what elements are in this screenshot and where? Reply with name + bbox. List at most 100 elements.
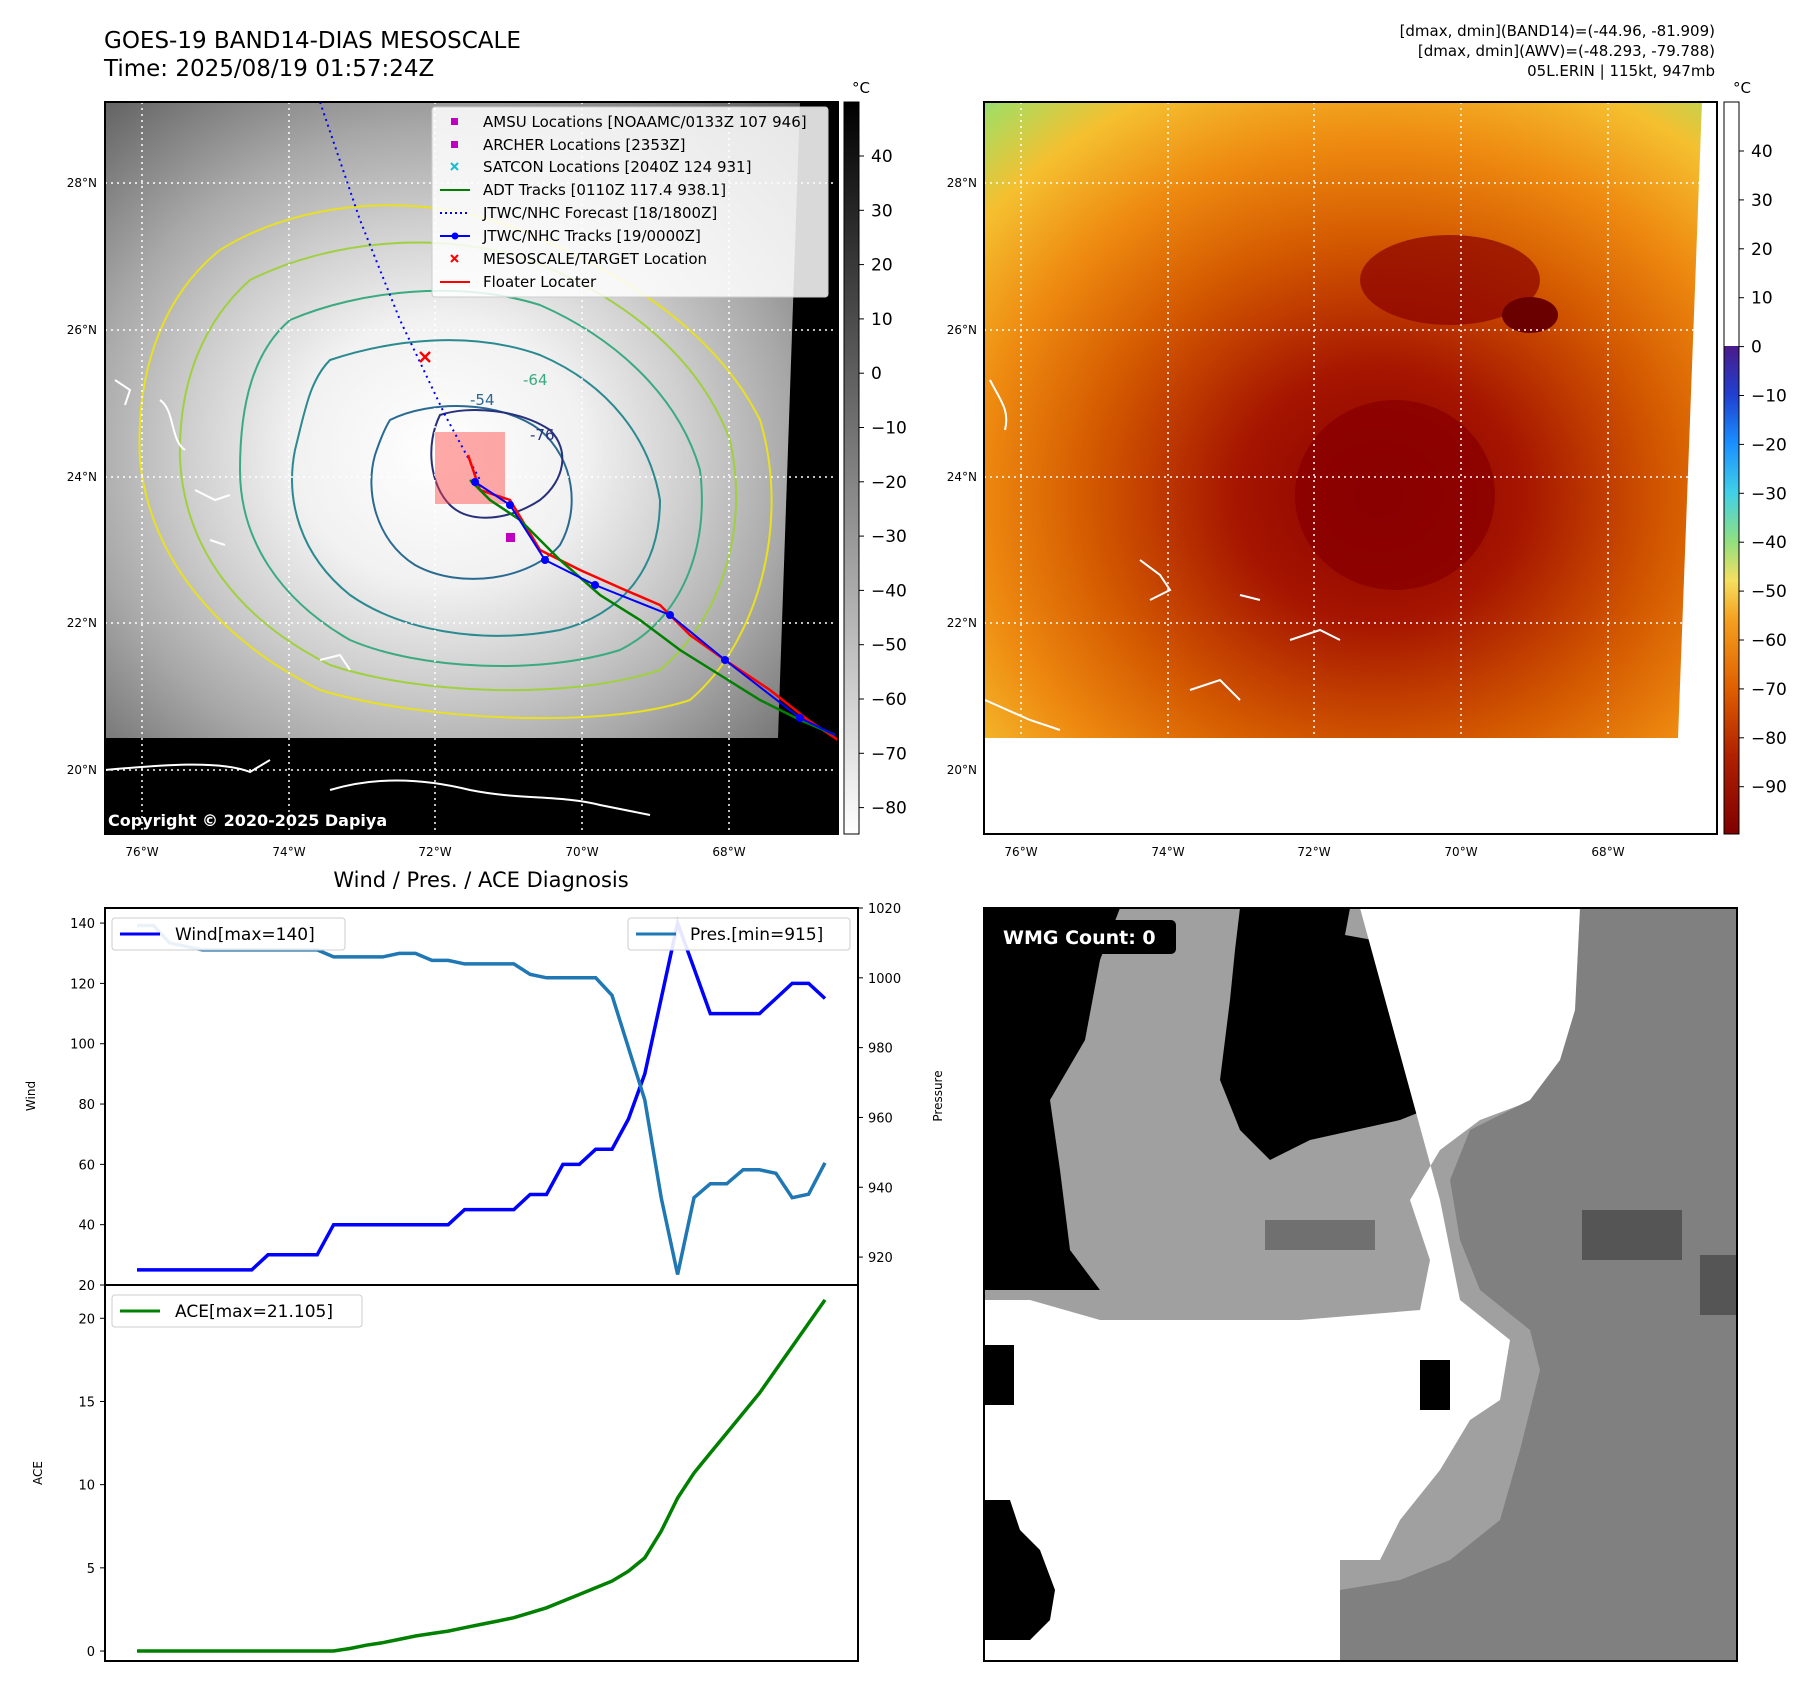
colorbar-tick-label: −70 [1751,680,1787,700]
axis-tick-label: 60 [78,1158,95,1173]
awv-colorbar: °C 40 30 20 10 0 −10 −20 −30 −40 −50 −60 −70 −80 −90 [1723,79,1787,835]
lon-label: 74°W [1151,845,1184,859]
lon-label: 76°W [1004,845,1037,859]
colorbar-tick-label: −20 [871,473,907,493]
amsu-marker [451,118,458,125]
pressure-legend: Pres.[min=915] [627,917,851,951]
colorbar-tick-label: −10 [871,419,907,439]
wmg-black-region [984,908,1120,1290]
track-point [721,656,729,664]
axis-tick-label: 10 [78,1479,95,1494]
colorbar-tick-label: 0 [871,364,882,384]
target-marker [450,254,459,263]
colorbar-tick-label: −10 [1751,387,1787,407]
axis-tick-label: 20 [78,1312,95,1327]
lat-label: 20°N [67,763,97,777]
axis-tick-label: 920 [868,1251,893,1266]
axis-tick-label: 980 [868,1042,893,1057]
ace-axis-label: ACE [31,1461,45,1485]
colorbar-tick-label: −50 [871,636,907,656]
lat-label: 26°N [67,323,97,337]
lon-label: 70°W [565,845,598,859]
mesoscale-target-marker [419,351,431,363]
lat-label: 20°N [947,763,977,777]
floater-box [435,432,505,504]
contour-label-group: -54 -64 -76 [470,371,555,444]
ir-lon-labels: 76°W 74°W 72°W 70°W 68°W [125,845,745,859]
copyright-text: Copyright © 2020-2025 Dapiya [108,811,387,830]
adt-track [469,479,836,737]
track-point [471,478,479,486]
awv-coastlines [984,379,1341,731]
awv-eyewall-swirl [1295,400,1495,590]
ace-axis-ticks: 0 5 10 15 20 [78,1312,105,1660]
axis-tick-label: 15 [78,1395,95,1410]
wmg-black-small [984,1345,1014,1405]
colorbar-tick-label: −20 [1751,435,1787,455]
axis-tick-label: 100 [70,1038,95,1053]
wmg-count-label: WMG Count: 0 [1003,927,1156,949]
ace-legend: ACE[max=21.105] [111,1294,363,1328]
wmg-dark-block [1700,1255,1737,1315]
track-point [506,501,514,509]
lat-label: 28°N [67,176,97,190]
figure-time: Time: 2025/08/19 01:57:24Z [104,56,435,82]
axis-tick-label: 80 [78,1098,95,1113]
colorbar-tick-label: −60 [871,690,907,710]
wmg-white-region [984,908,1580,1661]
lon-label: 72°W [418,845,451,859]
pressure-axis-ticks: 920 940 960 980 1000 1020 [858,902,901,1266]
wind-pressure-plot: 20 40 60 80 100 120 140 920 940 960 980 1000 1020 W… [24,902,945,1294]
ir-colorbar: °C 40 30 20 10 0 −10 −20 −30 −40 −50 −60 −70 −80 [843,79,907,835]
axis-tick-label: 140 [70,917,95,932]
tracks-legend-dot [451,232,459,240]
legend-label: AMSU Locations [NOAAMC/0133Z 107 946] [483,113,807,131]
lon-label: 72°W [1297,845,1330,859]
axis-tick-label: 960 [868,1111,893,1126]
wmg-black-small [1420,1360,1450,1410]
wind-series [137,916,827,1272]
colorbar-tick-label: 40 [871,147,893,167]
awv-lon-labels: 76°W 74°W 72°W 70°W 68°W [1004,845,1624,859]
axis-tick-label: 940 [868,1181,893,1196]
axis-tick-label: 1020 [868,902,901,917]
wind-axis-label: Wind [24,1081,38,1111]
legend-label: SATCON Locations [2040Z 124 931] [483,158,751,176]
figure-title: GOES-19 BAND14-DIAS MESOSCALE [104,28,521,54]
ace-series [137,1298,827,1653]
track-point [796,714,804,722]
axis-tick-label: 120 [70,977,95,992]
ir-colorbar-ticks: 40 30 20 10 0 −10 −20 −30 −40 −50 −60 −70 −80 [859,147,907,819]
jtwc-track-points [471,478,804,722]
wmg-dark-gray-region [1340,908,1737,1661]
legend-label: Floater Locater [483,273,597,291]
legend-label: JTWC/NHC Tracks [19/0000Z] [482,227,701,245]
colorbar-tick-label: 10 [1751,289,1773,309]
ir-lat-labels: 28°N 26°N 24°N 22°N 20°N [67,176,97,777]
legend-label: JTWC/NHC Forecast [18/1800Z] [482,204,717,222]
lat-label: 22°N [947,616,977,630]
satcon-marker [450,162,459,171]
archer-location-marker [506,533,515,542]
axis-tick-label: 1000 [868,972,901,987]
wmg-count-box [994,920,1176,954]
contour-label: -64 [523,371,548,389]
wmg-black-southwest [984,1500,1055,1640]
wmg-darker-strip [1582,1210,1682,1260]
ir-colorbar-unit: °C [852,79,870,97]
colorbar-tick-label: 20 [1751,240,1773,260]
lon-label: 68°W [1591,845,1624,859]
coastlines [105,379,651,816]
axis-tick-label: 40 [78,1219,95,1234]
series-line [137,1298,827,1653]
pressure-legend-label: Pres.[min=915] [690,925,823,945]
archer-marker [451,141,458,148]
ace-plot: 0 5 10 15 20 ACE ACE[max=21.105] [31,1284,859,1662]
lon-label: 76°W [125,845,158,859]
colorbar-tick-label: 30 [871,201,893,221]
track-point [541,556,549,564]
colorbar-tick-label: 0 [1751,338,1762,358]
awv-colorbar-ticks: 40 30 20 10 0 −10 −20 −30 −40 −50 −60 −70 −80 −90 [1739,142,1787,798]
lon-label: 74°W [272,845,305,859]
